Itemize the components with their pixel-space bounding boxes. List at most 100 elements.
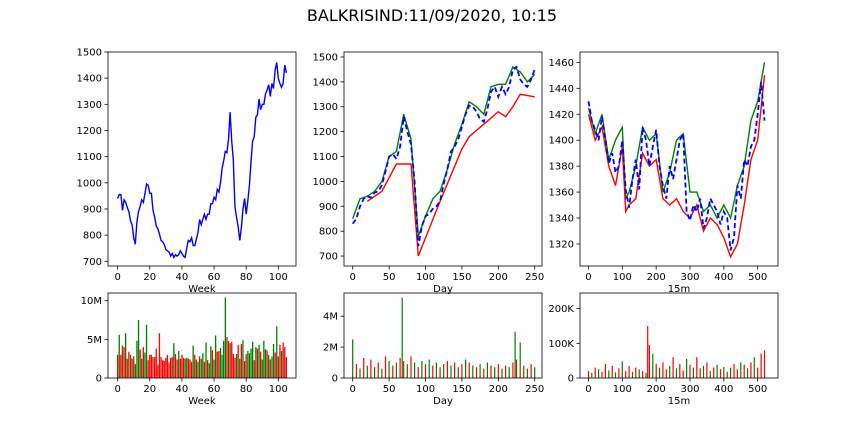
- weekly-volume-bar: [280, 351, 283, 378]
- weekly-price-frame: [107, 51, 297, 267]
- intraday-15m-volume-bar: [740, 362, 742, 378]
- weekly-price-y-tick-label: 800: [83, 231, 102, 242]
- intraday-15m-volume-bar: [655, 364, 657, 378]
- intraday-15m-volume-bar: [662, 362, 664, 378]
- weekly-volume-bar: [274, 352, 276, 378]
- weekly-volume-bar: [162, 360, 164, 378]
- intraday-15m-volume-bar: [716, 364, 718, 378]
- weekly-volume-bar: [165, 357, 167, 378]
- daily-volume-bar: [446, 361, 448, 378]
- daily-volume-bar: [363, 357, 365, 378]
- daily-price-y-tick-label: 900: [319, 202, 338, 213]
- weekly-volume-bar: [216, 351, 218, 378]
- weekly-volume-bar: [234, 357, 236, 378]
- intraday-15m-volume-bar: [679, 364, 681, 378]
- weekly-volume-bar: [258, 344, 260, 378]
- weekly-volume-bar: [211, 350, 214, 378]
- weekly-volume-bar: [263, 340, 265, 378]
- daily-volume-bar: [435, 362, 437, 378]
- weekly-volume-x-tick-label: 80: [240, 384, 253, 395]
- intraday-15m-volume-bar: [686, 358, 688, 378]
- weekly-volume-bar: [255, 347, 257, 378]
- weekly-volume-bar: [158, 333, 161, 378]
- daily-volume-bar: [384, 356, 387, 378]
- weekly-volume-bar: [163, 361, 165, 378]
- weekly-volume-bar: [131, 358, 133, 378]
- weekly-volume-bar: [129, 354, 132, 378]
- intraday-15m-volume-x-axis-label: 15m: [668, 396, 690, 407]
- daily-price-y-tick-label: 1300: [313, 102, 338, 113]
- intraday-15m-price-x-tick-label: 0: [585, 272, 591, 283]
- weekly-price-x-tick-label: 100: [269, 272, 288, 283]
- intraday-15m-volume-bar: [625, 371, 627, 378]
- intraday-15m-price-y-tick-label: 1440: [549, 84, 574, 95]
- intraday-15m-price-x-tick-label: 500: [748, 272, 767, 283]
- intraday-15m-volume-bar: [750, 362, 752, 378]
- daily-volume-x-tick-label: 50: [383, 384, 396, 395]
- daily-price-y-tick-label: 1400: [313, 77, 338, 88]
- daily-volume-bar: [475, 367, 478, 378]
- weekly-volume-x-tick-label: 60: [208, 384, 221, 395]
- daily-price-y-tick-label: 1200: [313, 127, 338, 138]
- intraday-15m-volume-bar: [642, 371, 644, 378]
- weekly-volume-bar: [243, 361, 246, 378]
- weekly-volume-bar: [149, 354, 151, 378]
- intraday-15m-volume-x-tick-label: 100: [613, 384, 632, 395]
- weekly-volume-bar: [231, 341, 233, 378]
- daily-volume-bar: [355, 364, 357, 378]
- intraday-15m-price-y-tick-label: 1400: [549, 136, 574, 147]
- intraday-15m-price-y-tick-label: 1320: [549, 239, 574, 250]
- intraday-15m-volume-bar: [665, 369, 667, 378]
- weekly-volume-bar: [239, 358, 241, 378]
- intraday-15m-volume-bar: [709, 371, 711, 378]
- weekly-volume-bar: [229, 343, 231, 378]
- intraday-15m-price-y-tick-label: 1340: [549, 214, 574, 225]
- daily-volume-bar: [494, 367, 496, 378]
- weekly-volume-bar: [190, 361, 193, 378]
- daily-volume-bar: [381, 368, 383, 378]
- weekly-volume-bar: [154, 357, 156, 378]
- weekly-price-y-tick-label: 1500: [77, 48, 102, 59]
- daily-volume-bar: [401, 297, 403, 378]
- intraday-15m-volume-frame: [579, 292, 779, 379]
- intraday-15m-volume-bar: [713, 367, 715, 378]
- intraday-15m-volume-y-tick-label: 0: [568, 374, 574, 385]
- weekly-price-x-tick-label: 40: [176, 272, 189, 283]
- weekly-volume-bar: [155, 348, 157, 378]
- daily-volume-bar: [514, 331, 516, 378]
- daily-volume-y-tick-label: 2M: [323, 343, 338, 354]
- daily-volume-x-axis-label: Day: [433, 396, 453, 407]
- weekly-volume-bar: [120, 354, 122, 378]
- daily-volume-bar: [424, 364, 427, 378]
- daily-price-x-tick-label: 150: [452, 272, 471, 283]
- weekly-price-x-tick-label: 20: [143, 272, 156, 283]
- intraday-15m-price-low-line: [587, 75, 766, 259]
- daily-volume-bar: [414, 362, 416, 378]
- weekly-volume-bar: [142, 347, 144, 378]
- intraday-15m-volume-x-tick-label: 400: [714, 384, 733, 395]
- intraday-15m-volume-y-tick-label: 200K: [548, 304, 574, 315]
- weekly-volume-bar: [248, 353, 251, 378]
- intraday-15m-volume-bar: [598, 369, 600, 378]
- intraday-15m-volume-bar: [757, 367, 759, 378]
- weekly-volume-bar: [176, 359, 178, 378]
- intraday-15m-price-frame: [579, 51, 779, 267]
- intraday-15m-volume-bar: [723, 366, 725, 378]
- weekly-volume-bar: [152, 357, 154, 378]
- weekly-volume-bar: [271, 356, 273, 378]
- weekly-volume-bar: [150, 354, 152, 378]
- daily-volume-bar: [417, 367, 419, 378]
- weekly-volume-bar: [219, 347, 222, 378]
- intraday-15m-volume-bar: [621, 361, 623, 378]
- intraday-15m-volume-bar: [763, 350, 766, 378]
- weekly-volume-bar: [268, 354, 270, 378]
- daily-volume-bar: [377, 362, 379, 378]
- weekly-volume-bar: [128, 351, 130, 378]
- weekly-volume-bar: [136, 340, 138, 378]
- intraday-15m-volume-x-tick-label: 500: [748, 384, 767, 395]
- daily-price-x-tick-label: 50: [383, 272, 396, 283]
- daily-price-close-line: [351, 65, 536, 247]
- weekly-volume-bar: [235, 354, 238, 378]
- intraday-15m-volume-bar: [699, 368, 701, 378]
